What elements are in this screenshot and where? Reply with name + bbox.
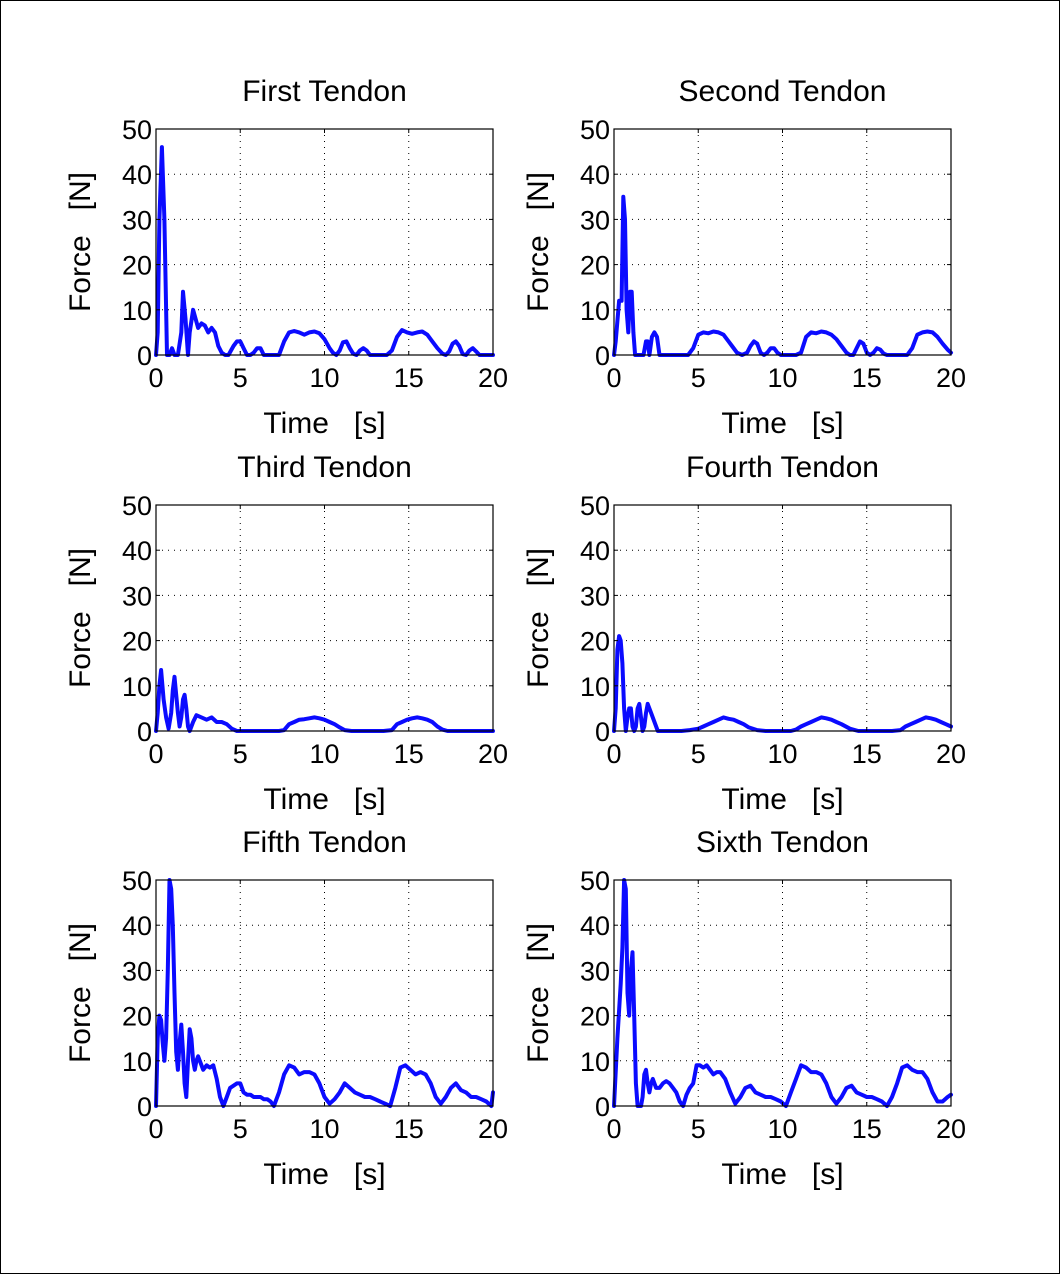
panel-title: First Tendon	[242, 75, 407, 108]
y-tick-label: 10	[580, 296, 610, 326]
panel-title: Fifth Tendon	[242, 826, 407, 859]
x-tick-label: 10	[309, 739, 339, 769]
panel-title: Second Tendon	[679, 75, 887, 108]
x-tick-label: 10	[309, 363, 339, 393]
y-tick-label: 40	[122, 536, 152, 566]
x-tick-label: 5	[233, 739, 248, 769]
x-tick-label: 5	[691, 739, 706, 769]
y-tick-label: 10	[580, 1047, 610, 1077]
x-tick-label: 15	[394, 1114, 424, 1144]
x-tick-label: 20	[478, 363, 508, 393]
force-series-line	[612, 634, 953, 733]
y-tick-label: 20	[122, 627, 152, 657]
x-tick-label: 10	[309, 1114, 339, 1144]
x-tick-label: 10	[767, 739, 797, 769]
force-series-line	[154, 145, 495, 357]
y-tick-label: 30	[580, 205, 610, 235]
x-axis-label: Time [s]	[721, 1158, 843, 1191]
y-tick-label: 20	[122, 251, 152, 281]
x-tick-label: 20	[478, 739, 508, 769]
y-tick-label: 50	[580, 491, 610, 521]
y-axis-label: Force [N]	[522, 548, 555, 688]
x-tick-label: 15	[852, 739, 882, 769]
y-axis-label: Force [N]	[522, 923, 555, 1063]
y-tick-label: 50	[580, 115, 610, 145]
y-tick-label: 40	[580, 911, 610, 941]
panel-6: 0 5 10 15 20 0 10 20 30 40 50 Sixth Tendon Time [s] F…	[522, 826, 966, 1191]
x-axis-label: Time [s]	[263, 783, 385, 816]
x-tick-label: 0	[606, 739, 621, 769]
y-tick-label: 20	[122, 1002, 152, 1032]
x-tick-label: 5	[691, 363, 706, 393]
y-axis-label: Force [N]	[64, 172, 97, 312]
y-tick-label: 40	[580, 536, 610, 566]
y-axis-label: Force [N]	[64, 548, 97, 688]
x-axis-label: Time [s]	[263, 407, 385, 440]
x-axis-label: Time [s]	[263, 1158, 385, 1191]
x-tick-label: 5	[691, 1114, 706, 1144]
x-tick-label: 0	[148, 1114, 163, 1144]
force-series-line	[612, 878, 953, 1108]
y-tick-label: 40	[580, 160, 610, 190]
x-tick-label: 15	[852, 363, 882, 393]
y-tick-label: 50	[122, 115, 152, 145]
x-tick-label: 0	[606, 363, 621, 393]
x-tick-label: 0	[148, 739, 163, 769]
x-tick-label: 15	[852, 1114, 882, 1144]
y-tick-label: 0	[137, 1092, 152, 1122]
force-series-line	[154, 878, 495, 1108]
x-tick-label: 20	[936, 1114, 966, 1144]
x-tick-label: 5	[233, 363, 248, 393]
force-series-line	[612, 194, 953, 357]
y-tick-label: 0	[595, 341, 610, 371]
y-tick-label: 50	[122, 866, 152, 896]
panel-title: Sixth Tendon	[696, 826, 869, 859]
panel-2: 0 5 10 15 20 0 10 20 30 40 50 Second Tendon Time [s]…	[522, 75, 966, 440]
panel-1: 0 5 10 15 20 0 10 20 30 40 50 First Tendon Time [s] F…	[64, 75, 508, 440]
panel-title: Third Tendon	[237, 451, 412, 484]
x-axis-label: Time [s]	[721, 407, 843, 440]
y-tick-label: 10	[122, 1047, 152, 1077]
x-tick-label: 20	[936, 739, 966, 769]
x-tick-label: 20	[478, 1114, 508, 1144]
x-tick-label: 15	[394, 739, 424, 769]
y-tick-label: 20	[580, 1002, 610, 1032]
x-tick-label: 15	[394, 363, 424, 393]
x-tick-label: 20	[936, 363, 966, 393]
x-tick-label: 10	[767, 1114, 797, 1144]
x-tick-label: 10	[767, 363, 797, 393]
y-tick-label: 20	[580, 251, 610, 281]
panel-title: Fourth Tendon	[686, 451, 879, 484]
x-tick-label: 0	[606, 1114, 621, 1144]
y-tick-label: 0	[595, 717, 610, 747]
y-tick-label: 30	[580, 956, 610, 986]
y-tick-label: 40	[122, 911, 152, 941]
y-tick-label: 0	[137, 341, 152, 371]
force-series-line	[154, 668, 495, 733]
y-tick-label: 0	[595, 1092, 610, 1122]
y-tick-label: 30	[580, 581, 610, 611]
y-tick-label: 30	[122, 581, 152, 611]
y-tick-label: 30	[122, 205, 152, 235]
y-tick-label: 50	[122, 491, 152, 521]
y-tick-label: 10	[580, 672, 610, 702]
y-axis-label: Force [N]	[64, 923, 97, 1063]
y-tick-label: 10	[122, 296, 152, 326]
x-tick-label: 0	[148, 363, 163, 393]
y-tick-label: 40	[122, 160, 152, 190]
panel-4: 0 5 10 15 20 0 10 20 30 40 50 Fourth Tendon Time [s]…	[522, 451, 966, 816]
y-tick-label: 50	[580, 866, 610, 896]
x-axis-label: Time [s]	[721, 783, 843, 816]
y-tick-label: 30	[122, 956, 152, 986]
y-tick-label: 10	[122, 672, 152, 702]
y-axis-label: Force [N]	[522, 172, 555, 312]
panel-5: 0 5 10 15 20 0 10 20 30 40 50 Fifth Tendon Time [s] F…	[64, 826, 508, 1191]
x-tick-label: 5	[233, 1114, 248, 1144]
y-tick-label: 20	[580, 627, 610, 657]
panel-3: 0 5 10 15 20 0 10 20 30 40 50 Third Tendon Time [s] F…	[64, 451, 508, 816]
y-tick-label: 0	[137, 717, 152, 747]
